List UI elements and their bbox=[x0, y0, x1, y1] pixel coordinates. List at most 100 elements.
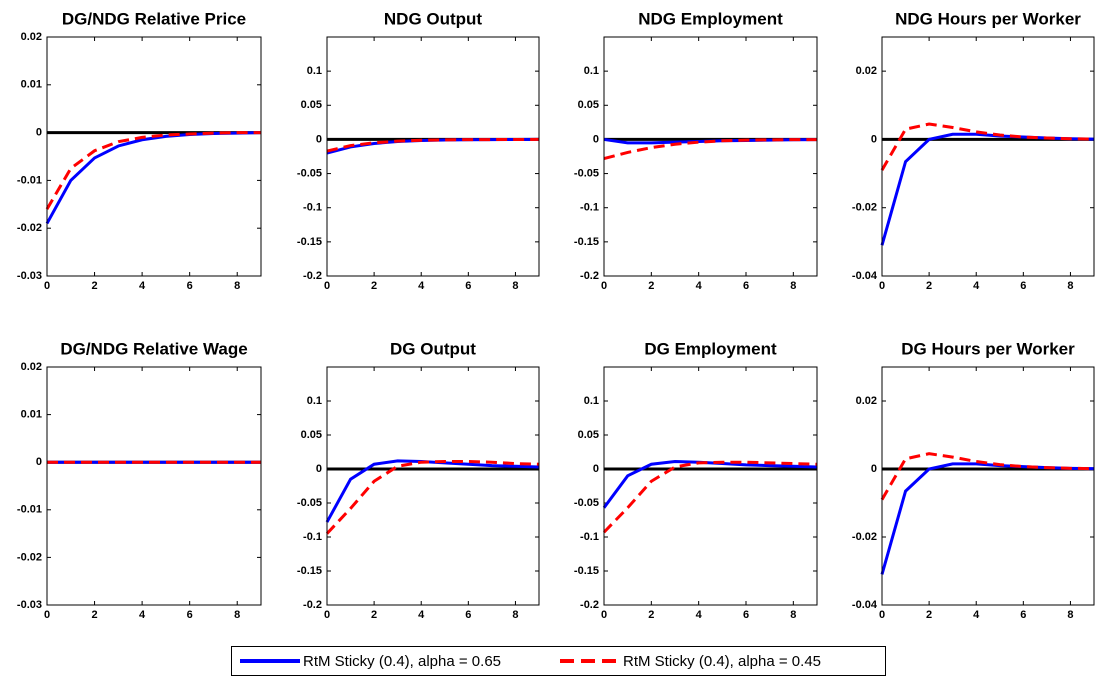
y-tick-label: 0.05 bbox=[578, 429, 599, 441]
series-line bbox=[880, 132, 1095, 246]
chart-title: DG Hours per Worker bbox=[901, 339, 1075, 358]
y-tick-label: 0.05 bbox=[301, 99, 322, 111]
y-tick-label: 0.1 bbox=[307, 395, 322, 407]
chart-title: DG Output bbox=[390, 339, 476, 358]
y-tick-label: 0 bbox=[36, 127, 42, 139]
x-tick-label: 0 bbox=[879, 280, 885, 292]
plot-frame bbox=[46, 36, 262, 277]
y-tick-label: -0.02 bbox=[852, 202, 877, 214]
y-tick-label: -0.02 bbox=[17, 222, 42, 234]
y-tick-label: 0.02 bbox=[856, 395, 877, 407]
x-tick-label: 8 bbox=[512, 280, 518, 292]
legend-label: RtM Sticky (0.4), alpha = 0.65 bbox=[303, 653, 501, 670]
y-tick-label: -0.02 bbox=[852, 531, 877, 543]
x-tick-label: 0 bbox=[879, 609, 885, 621]
x-tick-label: 8 bbox=[234, 609, 240, 621]
chart-title: NDG Output bbox=[384, 9, 483, 28]
chart-title: DG/NDG Relative Price bbox=[62, 9, 246, 28]
y-tick-label: 0.01 bbox=[21, 409, 42, 421]
chart-title: NDG Hours per Worker bbox=[895, 9, 1081, 28]
x-tick-label: 2 bbox=[91, 609, 97, 621]
y-tick-label: -0.1 bbox=[580, 202, 599, 214]
y-tick-label: 0.1 bbox=[307, 65, 322, 77]
x-tick-label: 6 bbox=[465, 280, 471, 292]
series-line bbox=[602, 460, 818, 534]
x-tick-label: 2 bbox=[648, 609, 654, 621]
series-line bbox=[325, 459, 540, 523]
y-tick-label: 0 bbox=[593, 463, 599, 475]
x-tick-label: 0 bbox=[324, 609, 330, 621]
x-tick-label: 2 bbox=[371, 609, 377, 621]
series-line bbox=[325, 460, 540, 535]
plot-area bbox=[604, 367, 817, 605]
legend-box bbox=[231, 646, 886, 676]
plot-frame bbox=[881, 36, 1095, 277]
series-line bbox=[326, 137, 540, 153]
y-tick-label: -0.05 bbox=[574, 497, 599, 509]
x-tick-label: 6 bbox=[187, 280, 193, 292]
plot-frame bbox=[326, 36, 540, 277]
y-tick-label: 0.1 bbox=[584, 65, 599, 77]
series-line bbox=[603, 138, 818, 161]
chart-title: DG/NDG Relative Wage bbox=[60, 339, 247, 358]
y-tick-label: -0.02 bbox=[17, 551, 42, 563]
y-tick-label: -0.15 bbox=[574, 565, 599, 577]
y-tick-label: -0.04 bbox=[852, 599, 878, 611]
y-tick-label: -0.15 bbox=[297, 565, 322, 577]
plot-frame bbox=[603, 366, 818, 606]
plot-area bbox=[47, 367, 261, 605]
y-tick-label: -0.15 bbox=[574, 236, 599, 248]
plot-frame bbox=[881, 366, 1095, 606]
series-line bbox=[880, 452, 1095, 501]
x-tick-label: 2 bbox=[926, 609, 932, 621]
x-tick-label: 0 bbox=[44, 609, 50, 621]
x-tick-label: 0 bbox=[324, 280, 330, 292]
x-tick-label: 8 bbox=[1067, 609, 1073, 621]
y-tick-label: -0.03 bbox=[17, 270, 42, 282]
x-tick-label: 6 bbox=[743, 280, 749, 292]
y-tick-label: -0.1 bbox=[303, 202, 322, 214]
y-tick-label: 0 bbox=[871, 463, 877, 475]
x-tick-label: 4 bbox=[973, 280, 980, 292]
chart-title: NDG Employment bbox=[638, 9, 783, 28]
x-tick-label: 8 bbox=[790, 609, 796, 621]
x-tick-label: 0 bbox=[601, 280, 607, 292]
plot-area bbox=[604, 37, 817, 276]
y-tick-label: -0.05 bbox=[574, 167, 599, 179]
series-line bbox=[880, 122, 1095, 171]
y-tick-label: -0.2 bbox=[580, 270, 599, 282]
x-tick-label: 6 bbox=[1020, 280, 1026, 292]
plot-area bbox=[47, 37, 261, 276]
y-tick-label: -0.2 bbox=[580, 599, 599, 611]
y-tick-label: -0.1 bbox=[303, 531, 322, 543]
y-tick-label: 0.05 bbox=[301, 429, 322, 441]
plot-area bbox=[327, 367, 539, 605]
y-tick-label: -0.03 bbox=[17, 599, 42, 611]
y-tick-label: -0.05 bbox=[297, 497, 322, 509]
series-line bbox=[880, 462, 1095, 575]
x-tick-label: 8 bbox=[1067, 280, 1073, 292]
y-tick-label: -0.15 bbox=[297, 236, 322, 248]
plot-area bbox=[882, 367, 1094, 605]
y-tick-label: 0.02 bbox=[856, 65, 877, 77]
x-tick-label: 6 bbox=[743, 609, 749, 621]
y-tick-label: 0.02 bbox=[21, 31, 42, 43]
x-tick-label: 4 bbox=[696, 609, 703, 621]
x-tick-label: 2 bbox=[91, 280, 97, 292]
series-line bbox=[45, 131, 261, 210]
y-tick-label: 0.05 bbox=[578, 99, 599, 111]
y-tick-label: 0 bbox=[871, 133, 877, 145]
plot-frame bbox=[603, 36, 818, 277]
y-tick-label: 0 bbox=[316, 133, 322, 145]
legend-label: RtM Sticky (0.4), alpha = 0.45 bbox=[623, 653, 821, 670]
y-tick-label: -0.01 bbox=[17, 504, 42, 516]
y-tick-label: 0.1 bbox=[584, 395, 599, 407]
y-tick-label: -0.05 bbox=[297, 167, 322, 179]
x-tick-label: 4 bbox=[139, 280, 146, 292]
x-tick-label: 2 bbox=[926, 280, 932, 292]
y-tick-label: 0 bbox=[593, 133, 599, 145]
x-tick-label: 4 bbox=[418, 280, 425, 292]
y-tick-label: -0.2 bbox=[303, 599, 322, 611]
y-tick-label: -0.2 bbox=[303, 270, 322, 282]
